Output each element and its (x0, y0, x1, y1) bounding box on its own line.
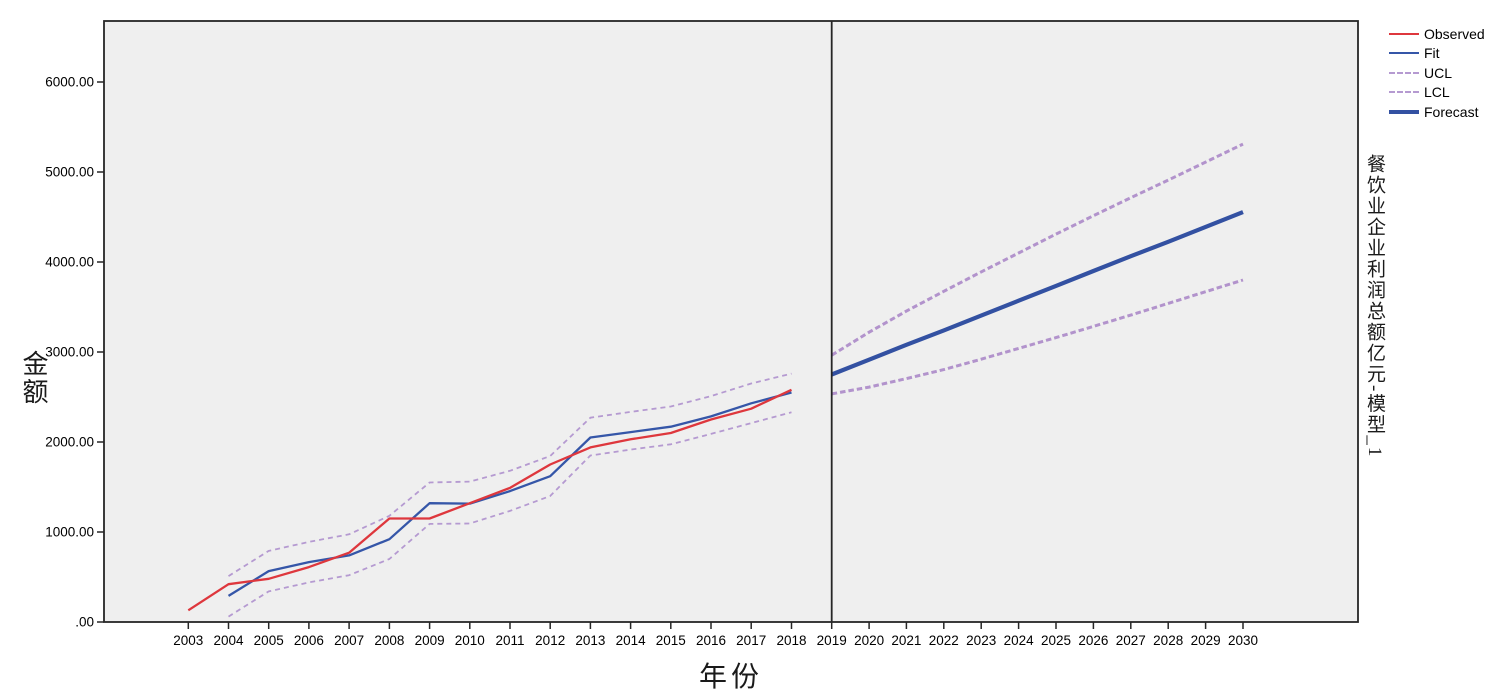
x-tick-label: 2024 (1004, 633, 1035, 648)
x-tick-label: 2025 (1041, 633, 1071, 648)
x-tick-label: 2029 (1191, 633, 1221, 648)
series-line-lcl (228, 411, 792, 618)
series-line-fit (227, 391, 792, 597)
x-tick-label: 2012 (535, 633, 565, 648)
x-tick-label: 2014 (616, 633, 647, 648)
x-tick-label: 2008 (374, 633, 404, 648)
x-tick-label: 2011 (495, 633, 524, 648)
legend-label-lcl: LCL (1424, 84, 1450, 101)
x-tick-label: 2020 (854, 633, 884, 648)
x-tick-label: 2013 (575, 633, 605, 648)
x-tick-label: 2016 (696, 633, 726, 648)
model-label: 餐饮业企业利润总额亿元-模型_1 (1364, 154, 1385, 459)
x-tick-label: 2022 (929, 633, 959, 648)
series-line-forecast (830, 210, 1244, 377)
x-tick-label: 2007 (334, 633, 364, 648)
y-tick-label: 6000.00 (45, 75, 94, 90)
x-tick-label: 2019 (817, 633, 847, 648)
legend-swatch-ucl-line (1389, 71, 1419, 74)
x-tick-label: 2027 (1116, 633, 1146, 648)
legend-swatch-observed-line (1389, 32, 1419, 35)
x-axis-title: 年份 (698, 662, 763, 693)
x-tick-label: 2004 (213, 633, 244, 648)
y-tick-label: 3000.00 (45, 345, 94, 360)
series-line-lcl-forecast (831, 278, 1244, 396)
x-tick-label: 2023 (966, 633, 996, 648)
x-tick-label: 2026 (1078, 633, 1108, 648)
legend: Observed Fit UCL LCL Forecast (1389, 24, 1485, 122)
x-tick-label: 2018 (776, 633, 806, 648)
legend-item-observed: Observed (1389, 24, 1485, 44)
x-tick-label: 2021 (891, 633, 921, 648)
plot-frame (103, 20, 1359, 623)
legend-item-ucl: UCL (1389, 63, 1485, 83)
legend-item-lcl: LCL (1389, 83, 1485, 103)
plot-area (104, 21, 1358, 622)
series-line-ucl-forecast (830, 142, 1244, 357)
x-tick-label: 2028 (1153, 633, 1183, 648)
x-tick-label: 2003 (173, 633, 203, 648)
series-line-ucl (228, 372, 792, 577)
y-tick-label: 5000.00 (45, 165, 94, 180)
legend-item-fit: Fit (1389, 44, 1485, 64)
legend-item-forecast: Forecast (1389, 102, 1485, 122)
y-tick-label: 4000.00 (45, 255, 94, 270)
legend-label-ucl: UCL (1424, 64, 1453, 81)
y-axis-title: 金额 (19, 350, 48, 406)
legend-label-forecast: Forecast (1424, 103, 1479, 120)
legend-swatch-forecast-line (1389, 109, 1419, 114)
series-line-observed (187, 388, 792, 612)
x-tick-label: 2006 (294, 633, 324, 648)
y-tick-label: 1000.00 (45, 525, 94, 540)
x-tick-label: 2010 (455, 633, 485, 648)
legend-label-fit: Fit (1424, 45, 1440, 62)
x-tick-label: 2005 (254, 633, 284, 648)
x-tick-label: 2009 (415, 633, 445, 648)
x-tick-label: 2017 (736, 633, 766, 648)
y-tick-label: 2000.00 (45, 435, 94, 450)
legend-swatch-lcl-line (1389, 91, 1419, 94)
x-tick-label: 2030 (1228, 633, 1258, 648)
y-tick-label: .00 (75, 615, 94, 630)
legend-label-observed: Observed (1424, 25, 1485, 42)
legend-swatch-fit-line (1389, 52, 1419, 55)
x-tick-label: 2015 (656, 633, 686, 648)
